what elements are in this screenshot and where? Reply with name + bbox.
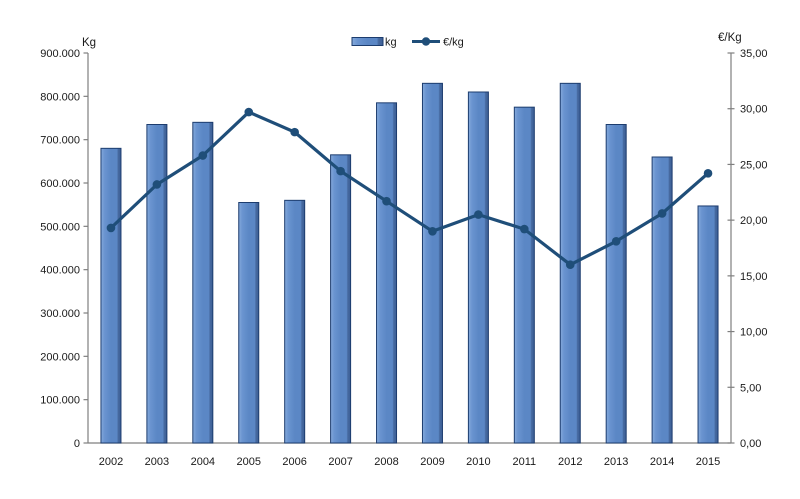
right-axis-tick-label: 30,00 (740, 104, 768, 116)
bar-2004 (192, 121, 214, 444)
x-axis-label-2015: 2015 (696, 456, 720, 468)
x-axis-label-2010: 2010 (466, 456, 490, 468)
eur-line-marker-icon (421, 37, 431, 46)
point-2011 (520, 224, 529, 234)
bar-2010 (467, 91, 489, 444)
point-2005 (244, 107, 254, 117)
left-axis-tick-label: 0 (74, 438, 80, 450)
x-axis-label-2014: 2014 (650, 456, 674, 468)
x-axis-label-2012: 2012 (558, 456, 582, 468)
legend-item-eur-per-kg: €/kg (412, 37, 464, 49)
eur-per-kg-line (109, 110, 710, 267)
x-axis-label-2007: 2007 (328, 456, 352, 468)
right-axis-tick-label: 10,00 (740, 327, 768, 339)
left-axis-tick-label: 800.000 (40, 91, 80, 103)
x-axis-label-2004: 2004 (191, 456, 215, 468)
point-2009 (428, 226, 437, 236)
left-axis-tick-label: 200.000 (40, 351, 80, 363)
left-axis-tick-label: 900.000 (40, 48, 80, 60)
right-axis-tick-label: 25,00 (740, 159, 768, 171)
point-2015 (703, 169, 713, 178)
kg-bar-swatch-icon (351, 37, 384, 46)
left-axis-tick-label: 300.000 (40, 308, 80, 320)
x-axis-label-2003: 2003 (145, 456, 169, 468)
bar-2014 (651, 156, 673, 444)
kg-bar-series (100, 82, 719, 444)
bar-2002 (100, 147, 122, 444)
x-axis-label-2005: 2005 (237, 456, 261, 468)
bar-2008 (376, 102, 398, 444)
right-axis-title: €/Kg (718, 32, 742, 44)
legend-item-kg: kg (351, 37, 397, 49)
x-axis-label-2002: 2002 (99, 456, 123, 468)
bar-2015 (697, 205, 719, 444)
x-axis-label-2013: 2013 (604, 456, 628, 468)
bar-2013 (605, 124, 627, 444)
right-axis-tick-label: 20,00 (740, 215, 768, 227)
left-axis-tick-label: 400.000 (40, 265, 80, 277)
legend: kg €/kg (351, 37, 464, 49)
x-axis-label-2008: 2008 (374, 456, 398, 468)
point-2003 (152, 180, 162, 189)
point-2006 (290, 127, 299, 137)
bar-2009 (421, 82, 443, 444)
point-2014 (657, 209, 667, 218)
bar-2006 (284, 199, 306, 444)
x-axis-label-2011: 2011 (512, 456, 536, 468)
point-2004 (198, 151, 208, 160)
point-2007 (336, 166, 345, 176)
right-axis-tick-label: 15,00 (740, 271, 768, 283)
point-2013 (611, 237, 621, 246)
bar-2011 (513, 106, 535, 444)
left-axis-tick-label: 600.000 (40, 178, 80, 190)
point-2008 (382, 196, 391, 206)
left-axis-title: Kg (82, 37, 96, 49)
bar-2003 (146, 124, 168, 444)
bar-2005 (238, 202, 260, 444)
right-axis-tick-label: 35,00 (740, 48, 768, 60)
point-2012 (565, 260, 575, 270)
x-axis-label-2009: 2009 (420, 456, 444, 468)
left-axis-tick-label: 500.000 (40, 221, 80, 233)
x-axis-label-2006: 2006 (282, 456, 306, 468)
right-axis-tick-label: 0,00 (740, 438, 761, 450)
left-axis-tick-label: 700.000 (40, 135, 80, 147)
legend-label-kg: kg (385, 37, 397, 49)
legend-label-eur-per-kg: €/kg (443, 37, 464, 49)
bar-2007 (330, 154, 352, 444)
eur-per-kg-line-series (106, 107, 713, 270)
point-2002 (106, 223, 116, 233)
right-axis-tick-label: 5,00 (740, 382, 761, 394)
left-axis-tick-label: 100.000 (40, 395, 80, 407)
point-2010 (474, 210, 483, 219)
